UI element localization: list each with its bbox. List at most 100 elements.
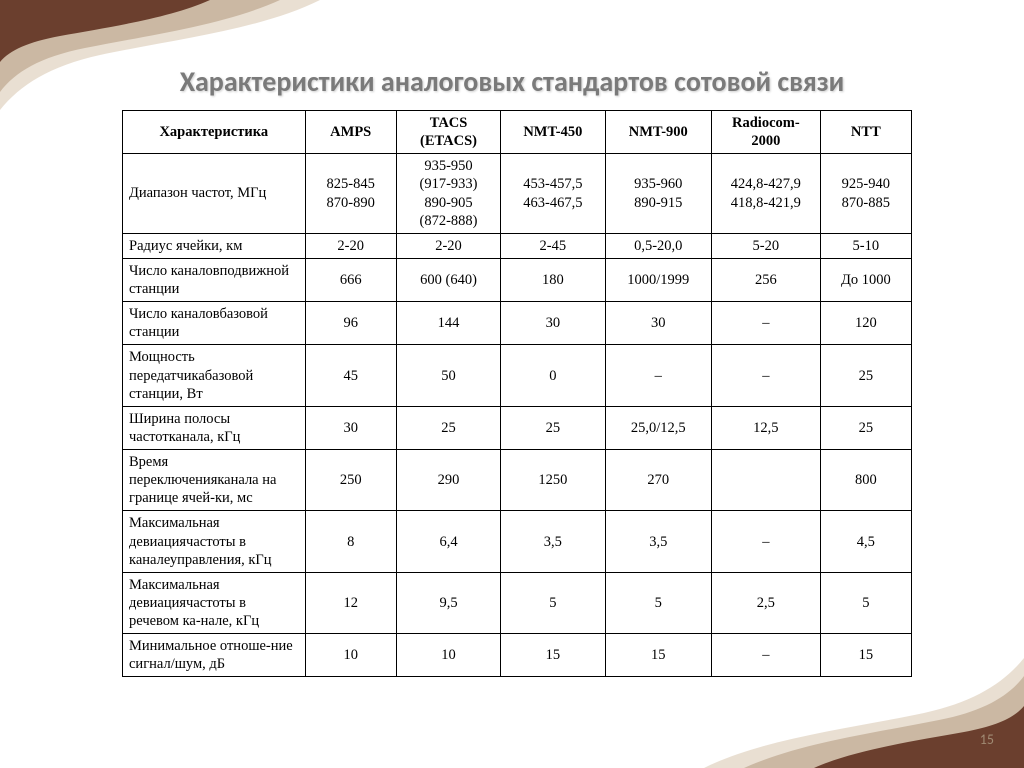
cell: До 1000 — [820, 258, 911, 301]
table-row: Максимальная девиациячастоты в каналеупр… — [123, 511, 912, 572]
cell-text: 144 — [403, 314, 494, 332]
cell-text: – — [612, 367, 706, 385]
cell: 15 — [820, 634, 911, 677]
table-row: Время переключенияканала на границе ячей… — [123, 450, 912, 511]
header-text: (ETACS) — [403, 132, 494, 150]
row-label-text: Число каналов — [129, 306, 219, 322]
cell-text: 424,8-427,9 — [718, 175, 814, 193]
cell: 0,5-20,0 — [605, 233, 712, 258]
cell-text: 25 — [507, 419, 598, 437]
cell: 50 — [396, 345, 500, 406]
cell-text: 10 — [312, 646, 390, 664]
cell: 2-20 — [305, 233, 396, 258]
cell-text: 0,5-20,0 — [612, 237, 706, 255]
cell: 30 — [501, 302, 605, 345]
cell-text: 30 — [312, 419, 390, 437]
cell-text: 8 — [312, 533, 390, 551]
cell-text: 25 — [403, 419, 494, 437]
cell-text: 4,5 — [827, 533, 905, 551]
cell: 120 — [820, 302, 911, 345]
cell: 666 — [305, 258, 396, 301]
cell-text: 463-467,5 — [507, 194, 598, 212]
table-header-row: Характеристика AMPS TACS(ETACS) NMT-450NMT-… — [123, 111, 912, 154]
cell-text: 418,8-421,9 — [718, 194, 814, 212]
row-label-text: канала, кГц — [169, 429, 241, 445]
cell-text: 50 — [403, 367, 494, 385]
table-row: Мощность передатчикабазовой станции, Вт4… — [123, 345, 912, 406]
table-row: Минимальное отноше-ние сигнал/шум, дБ 10 1… — [123, 634, 912, 677]
cell: 256 — [712, 258, 821, 301]
table-body: Диапазон частот, МГц825-845870-890935-95… — [123, 154, 912, 677]
row-label: Максимальная девиациячастоты в каналеупр… — [123, 511, 306, 572]
cell-text: 180 — [507, 271, 598, 289]
table-row: Число каналовподвижной станции666600 (64… — [123, 258, 912, 301]
cell: 250 — [305, 450, 396, 511]
cell-text: 2-45 — [507, 237, 598, 255]
cell: 15 — [605, 634, 712, 677]
cell: 144 — [396, 302, 500, 345]
cell-text: – — [718, 646, 814, 664]
cell: 0 — [501, 345, 605, 406]
cell — [712, 450, 821, 511]
cell-text: 935-960 — [612, 175, 706, 193]
cell: – — [712, 302, 821, 345]
cell-text: 15 — [612, 646, 706, 664]
cell-text: 290 — [403, 471, 494, 489]
row-label: Ширина полосы частотканала, кГц — [123, 406, 306, 449]
cell-text: 925-940 — [827, 175, 905, 193]
row-label-text: Число каналов — [129, 263, 220, 279]
cell-text: 10 — [403, 646, 494, 664]
row-label-text: нале, кГц — [201, 613, 259, 629]
cell: 30 — [305, 406, 396, 449]
header-text: Характеристика — [129, 123, 299, 141]
cell: 5-20 — [712, 233, 821, 258]
slide-title: Характеристики аналоговых стандартов сот… — [0, 64, 1024, 99]
cell: 1000/1999 — [605, 258, 712, 301]
cell-text: – — [718, 367, 814, 385]
cell: 15 — [501, 634, 605, 677]
cell: 3,5 — [605, 511, 712, 572]
cell: 8 — [305, 511, 396, 572]
header-text: 2000 — [718, 132, 814, 150]
cell-text: 453-457,5 — [507, 175, 598, 193]
header-text: Radiocom- — [718, 114, 814, 132]
cell-text: 600 (640) — [403, 271, 494, 289]
cell: 5 — [501, 572, 605, 633]
table-row: Ширина полосы частотканала, кГц30252525,… — [123, 406, 912, 449]
header-text: AMPS — [312, 123, 390, 141]
cell-text: 96 — [312, 314, 390, 332]
col-header: NMT-450 — [501, 111, 605, 154]
cell: 2-45 — [501, 233, 605, 258]
col-header: NTT — [820, 111, 911, 154]
table: Характеристика AMPS TACS(ETACS) NMT-450NMT-… — [122, 110, 912, 677]
cell: 12,5 — [712, 406, 821, 449]
cell: – — [712, 345, 821, 406]
cell: 96 — [305, 302, 396, 345]
cell-text: До 1000 — [827, 271, 905, 289]
cell-text: 120 — [827, 314, 905, 332]
cell-text: 25 — [827, 367, 905, 385]
cell: 935-950(917-933)890-905(872-888) — [396, 154, 500, 234]
cell-text: 3,5 — [612, 533, 706, 551]
cell: – — [605, 345, 712, 406]
table-head: Характеристика AMPS TACS(ETACS) NMT-450NMT-… — [123, 111, 912, 154]
cell: 453-457,5463-467,5 — [501, 154, 605, 234]
cell-text: 256 — [718, 271, 814, 289]
cell: 25 — [396, 406, 500, 449]
cell-text: 5 — [507, 594, 598, 612]
row-label: Минимальное отноше-ние сигнал/шум, дБ — [123, 634, 306, 677]
cell-text: 5 — [612, 594, 706, 612]
table-row: Радиус ячейки, км2-202-202-450,5-20,05-2… — [123, 233, 912, 258]
cell-text: 12 — [312, 594, 390, 612]
row-label-text: Мощность передатчика — [129, 349, 205, 383]
header-text: TACS — [403, 114, 494, 132]
col-header: NMT-900 — [605, 111, 712, 154]
cell: 6,4 — [396, 511, 500, 572]
cell: 5-10 — [820, 233, 911, 258]
cell: 25 — [501, 406, 605, 449]
cell: 600 (640) — [396, 258, 500, 301]
cell: 825-845870-890 — [305, 154, 396, 234]
cell: 12 — [305, 572, 396, 633]
cell-text: 9,5 — [403, 594, 494, 612]
col-header: Radiocom-2000 — [712, 111, 821, 154]
